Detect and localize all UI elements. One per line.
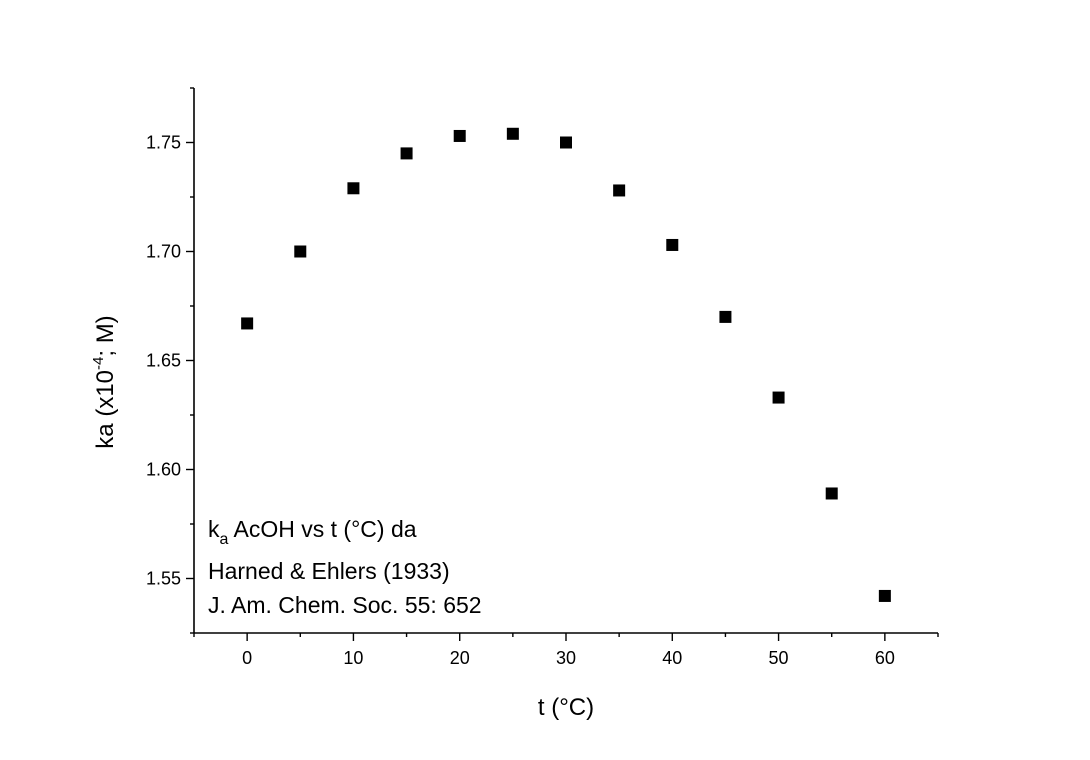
y-tick-label: 1.65	[146, 351, 181, 371]
x-tick-label: 0	[242, 648, 252, 668]
data-point	[453, 129, 466, 142]
y-axis-title-prefix: ka (x10	[92, 370, 119, 449]
y-axis-title-suffix: ; M)	[92, 315, 119, 356]
x-tick-label: 20	[450, 648, 470, 668]
y-tick-label: 1.55	[146, 569, 181, 589]
y-axis-title-superscript: -4	[90, 357, 107, 370]
data-point	[772, 391, 785, 404]
data-point	[666, 238, 679, 251]
x-tick-label: 10	[343, 648, 363, 668]
data-point	[400, 147, 413, 160]
y-tick-label: 1.75	[146, 133, 181, 153]
data-points	[241, 127, 891, 602]
annotation-line-1: ka AcOH vs t (°C) da	[208, 516, 417, 548]
data-point	[613, 184, 626, 197]
data-point	[719, 310, 732, 323]
y-tick-label: 1.60	[146, 460, 181, 480]
annotation-subscript: a	[220, 531, 229, 548]
data-point	[347, 182, 360, 195]
x-tick-label: 50	[769, 648, 789, 668]
x-tick-label: 40	[662, 648, 682, 668]
data-point	[825, 487, 838, 500]
y-tick-label: 1.70	[146, 242, 181, 262]
x-tick-label: 30	[556, 648, 576, 668]
x-axis-title: t (°C)	[538, 694, 594, 721]
axes	[193, 88, 938, 634]
y-axis-title: ka (x10-4; M)	[90, 315, 119, 448]
annotation-k: k	[208, 516, 220, 542]
data-point	[506, 127, 519, 140]
annotation-line-3: J. Am. Chem. Soc. 55: 652	[208, 592, 482, 618]
data-point	[241, 317, 254, 330]
ticks: 0 10 20 30 40 50 60 1.55 1.60 1.65 1.70 1.75	[146, 87, 939, 668]
data-point	[878, 589, 891, 602]
data-point	[560, 136, 572, 149]
x-tick-label: 60	[875, 648, 895, 668]
annotation: ka AcOH vs t (°C) da Harned & Ehlers (19…	[208, 516, 482, 618]
data-point	[294, 245, 307, 258]
annotation-line-2: Harned & Ehlers (1933)	[208, 558, 450, 584]
annotation-rest: AcOH vs t (°C) da	[228, 516, 416, 542]
